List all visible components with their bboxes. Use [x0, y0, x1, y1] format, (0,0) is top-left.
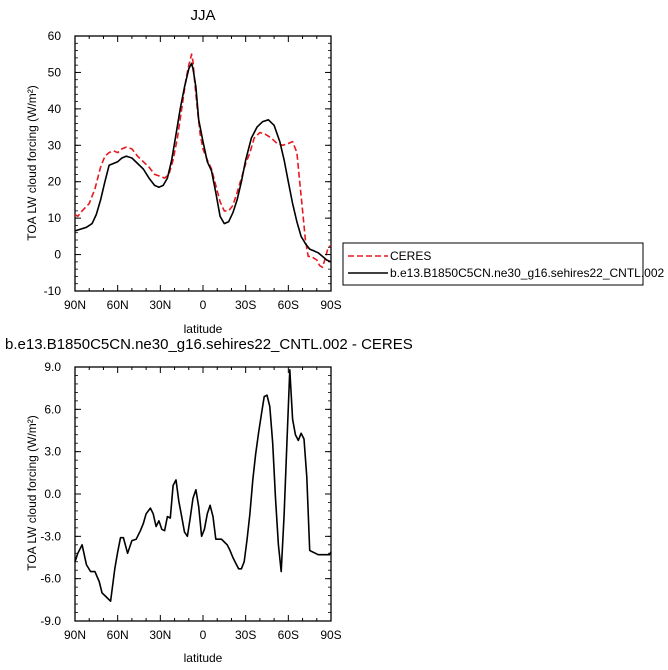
- legend-box: [342, 242, 644, 286]
- top-x-tick-label: 0: [200, 298, 207, 312]
- top-y-tick-label: 40: [48, 102, 62, 116]
- bottom-x-tick-label: 60S: [278, 628, 299, 642]
- bottom-series-line-0: [74, 369, 332, 602]
- bottom-x-tick-label: 0: [200, 628, 207, 642]
- top-x-axis: 90N 60N 30N 0 30S 60S 90S: [64, 36, 342, 312]
- top-x-tick-label: 60S: [278, 298, 299, 312]
- bottom-y-tick-label: 6.0: [44, 402, 61, 416]
- top-y-tick-label: 50: [48, 65, 62, 79]
- bottom-y-tick-label: -6.0: [40, 572, 61, 586]
- bottom-x-tick-label: 30S: [235, 628, 256, 642]
- top-y-tick-label: 30: [48, 138, 62, 152]
- top-plot-area: [74, 35, 332, 292]
- bottom-y-tick-label: 9.0: [44, 360, 61, 374]
- top-y-tick-label: 0: [54, 248, 61, 262]
- bottom-x-tick-label: 60N: [107, 628, 129, 642]
- bottom-y-tick-label: 3.0: [44, 445, 61, 459]
- top-series-line-0: [74, 53, 332, 269]
- top-y-tick-label: 10: [48, 211, 62, 225]
- bottom-y-tick-label: -3.0: [40, 529, 61, 543]
- legend-label-model: b.e13.B1850C5CN.ne30_g16.sehires22_CNTL.…: [390, 266, 665, 280]
- top-x-tick-label: 90N: [64, 298, 86, 312]
- bottom-y-axis: -9.0 -6.0 -3.0 0.0 3.0 6.0 9.0: [40, 360, 331, 628]
- top-x-tick-label: 30S: [235, 298, 256, 312]
- top-chart: JJA 90N 60N 30N 0 30S 60S 90S -10 0 10 20 30 40 50 60…: [25, 7, 665, 336]
- bottom-x-tick-label: 90N: [64, 628, 86, 642]
- legend-label-ceres: CERES: [390, 249, 431, 263]
- bottom-x-axis: 90N 60N 30N 0 30S 60S 90S: [64, 367, 342, 642]
- bottom-x-tick-label: 30N: [149, 628, 171, 642]
- top-x-tick-label: 60N: [107, 298, 129, 312]
- top-y-tick-label: 20: [48, 175, 62, 189]
- bottom-y-tick-label: -9.0: [40, 614, 61, 628]
- bottom-x-axis-title: latitude: [184, 651, 223, 665]
- bottom-plot-area: [74, 366, 332, 622]
- top-x-tick-label: 90S: [320, 298, 341, 312]
- bottom-y-tick-label: 0.0: [44, 487, 61, 501]
- top-chart-title: JJA: [190, 7, 215, 24]
- bottom-y-axis-title: TOA LW cloud forcing (W/m²): [25, 415, 39, 571]
- bottom-x-tick-label: 90S: [320, 628, 341, 642]
- top-x-axis-title: latitude: [184, 322, 223, 336]
- bottom-chart: b.e13.B1850C5CN.ne30_g16.sehires22_CNTL.…: [5, 336, 413, 665]
- bottom-chart-title: b.e13.B1850C5CN.ne30_g16.sehires22_CNTL.…: [5, 336, 413, 353]
- top-series-line-1: [74, 62, 332, 263]
- legend: CERES b.e13.B1850C5CN.ne30_g16.sehires22…: [342, 242, 665, 286]
- top-y-tick-label: 60: [48, 29, 62, 43]
- top-y-axis-title: TOA LW cloud forcing (W/m²): [25, 85, 39, 241]
- top-y-tick-label: -10: [44, 284, 62, 298]
- top-x-tick-label: 30N: [149, 298, 171, 312]
- top-y-axis: -10 0 10 20 30 40 50 60: [44, 29, 331, 298]
